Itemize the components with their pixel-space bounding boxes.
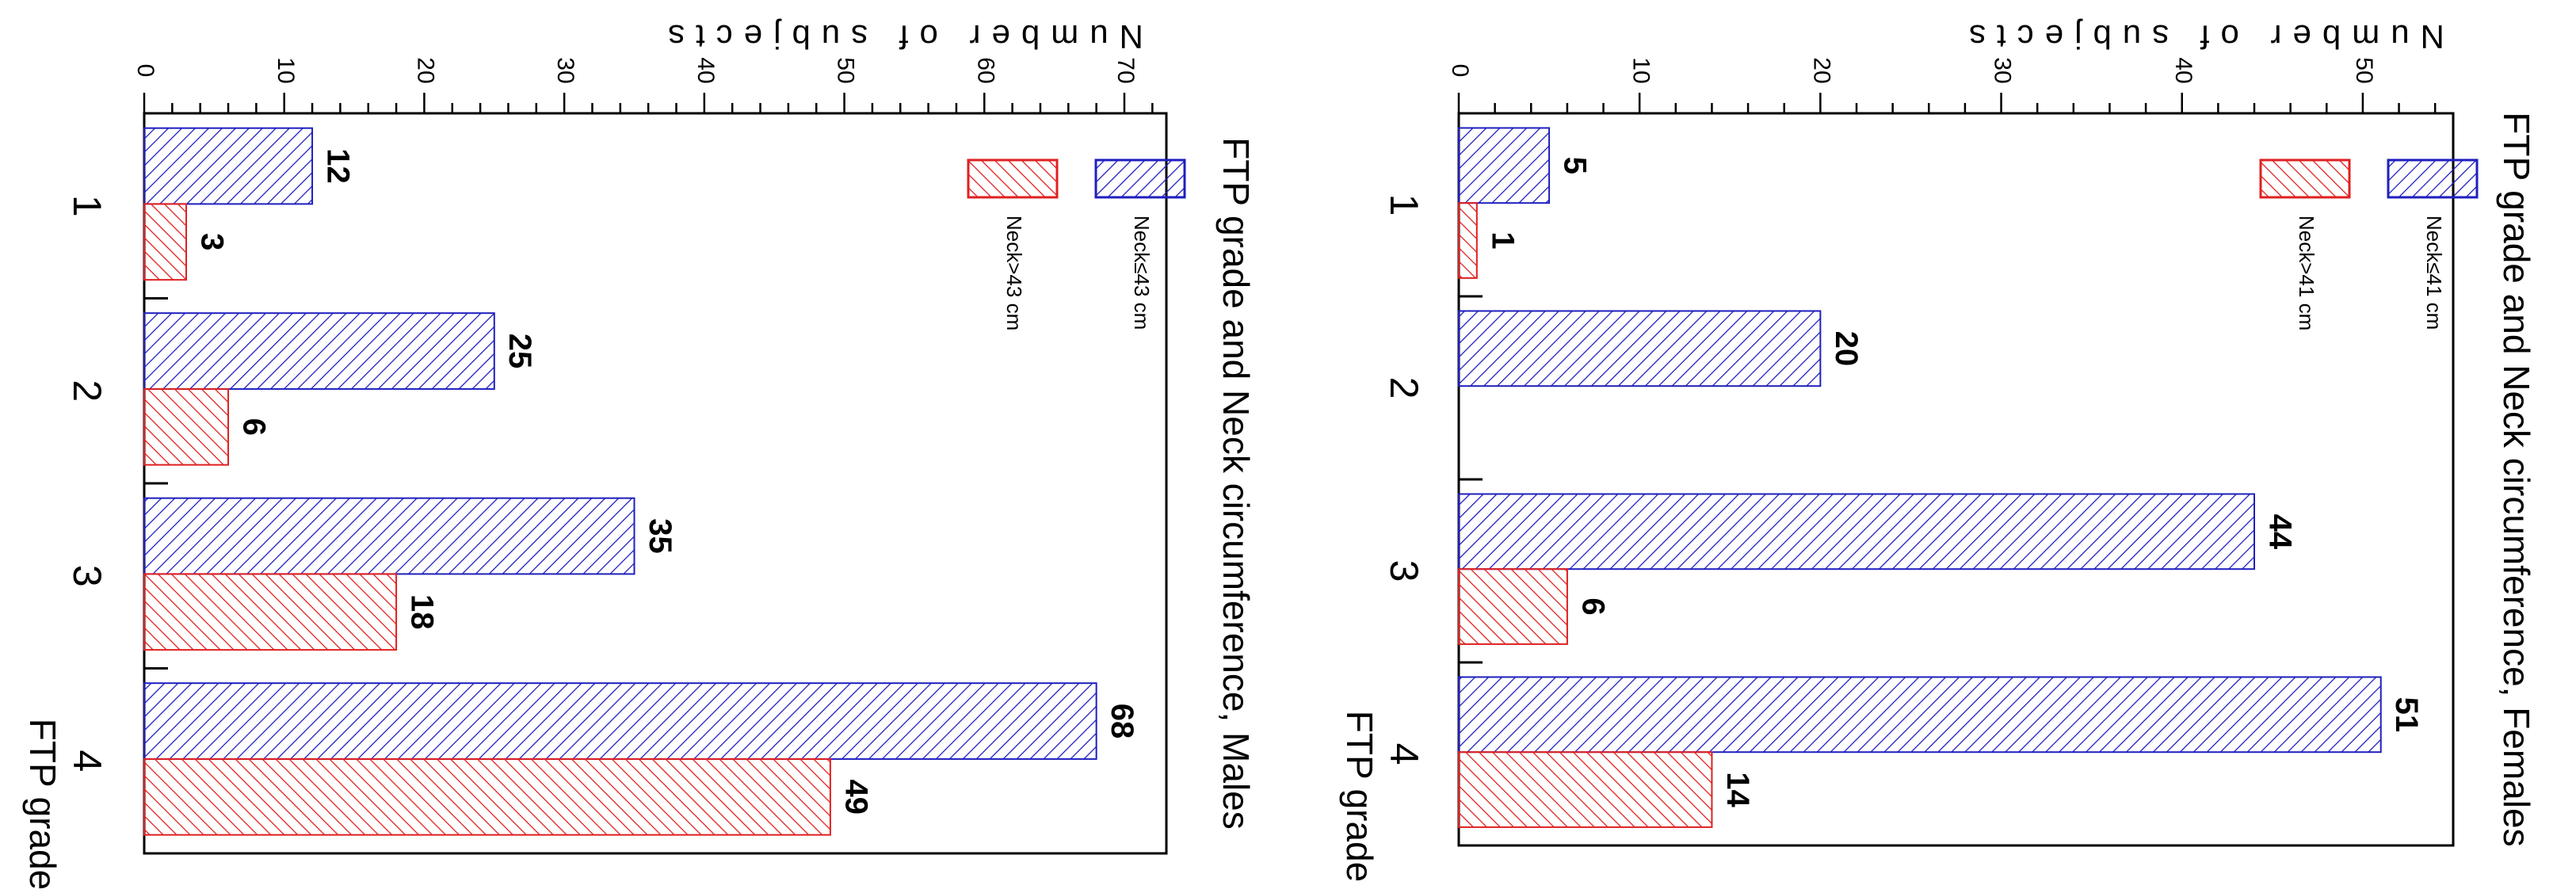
bar-value-label: 20: [1829, 331, 1864, 367]
value-tick-label: 50: [833, 57, 859, 83]
bar-blue: [143, 497, 635, 575]
category-label: 1: [1382, 194, 1426, 216]
legend-label: Neck>43 cm: [1002, 216, 1026, 330]
y-axis-label: Number of subjects: [657, 18, 1143, 55]
bar-red: [143, 387, 230, 466]
x-axis-label: FTP grade: [22, 719, 63, 889]
bar-blue: [1458, 676, 2382, 754]
bar-blue: [143, 682, 1097, 760]
legend-swatch-blue: [2387, 158, 2479, 199]
category-label: 4: [65, 750, 109, 772]
legend-label: Neck≤41 cm: [2422, 216, 2446, 330]
category-label: 2: [65, 380, 109, 402]
x-axis-label: FTP grade: [1339, 711, 1380, 882]
category-label: 3: [65, 565, 109, 587]
bar-value-label: 25: [502, 334, 537, 369]
chart-title: FTP grade and Neck circumference, Males: [1215, 137, 1257, 830]
bar-red: [143, 758, 831, 836]
bar-blue: [1458, 127, 1551, 204]
bar-blue: [143, 127, 314, 205]
bar-red: [143, 573, 398, 651]
legend-label: Neck≤43 cm: [1130, 216, 1154, 330]
bar-value-label: 51: [2389, 697, 2424, 733]
bar-value-label: 68: [1105, 704, 1139, 739]
legend-label: Neck>41 cm: [2295, 216, 2318, 330]
value-tick-label: 20: [1808, 57, 1834, 83]
value-tick-label: 30: [1990, 57, 2016, 83]
bar-value-label: 5: [1558, 157, 1593, 174]
category-label: 2: [1382, 377, 1426, 399]
bar-value-label: 49: [838, 780, 873, 815]
category-label: 4: [1382, 743, 1426, 765]
bar-value-label: 18: [405, 594, 440, 630]
value-tick-label: 0: [132, 64, 158, 78]
value-tick-label: 0: [1447, 64, 1473, 78]
value-tick-label: 40: [693, 57, 719, 83]
legend-swatch-blue: [1094, 158, 1186, 199]
bar-value-label: 44: [2262, 514, 2297, 550]
value-tick-label: 20: [413, 57, 439, 83]
value-tick-label: 70: [1112, 57, 1139, 83]
value-tick-label: 40: [2170, 57, 2196, 83]
bar-value-label: 3: [194, 233, 229, 250]
legend-swatch-red: [967, 158, 1059, 199]
value-tick-label: 60: [972, 57, 998, 83]
value-tick-label: 10: [1628, 57, 1654, 83]
bar-value-label: 35: [643, 518, 677, 554]
bar-red: [1458, 568, 1568, 645]
bar-blue: [143, 312, 495, 390]
bar-value-label: 6: [1575, 597, 1610, 615]
bar-blue: [1458, 493, 2255, 571]
bar-red: [143, 203, 188, 281]
bar-red: [1458, 751, 1713, 828]
y-axis-label: Number of subjects: [1958, 18, 2444, 55]
bar-value-label: 1: [1485, 231, 1520, 249]
bar-value-label: 12: [320, 148, 355, 184]
category-label: 1: [65, 195, 109, 217]
legend-swatch-red: [2259, 158, 2351, 199]
chart-title: FTP grade and Neck circumference, Female…: [2496, 112, 2537, 846]
value-tick-label: 10: [273, 57, 299, 83]
chart-0: 0 10 20 30 40 50 60 70 12 3 1 25 6 2 35 18 3 68 49 4 Number …: [22, 18, 1257, 890]
bar-red: [1458, 202, 1478, 279]
value-tick-label: 50: [2351, 57, 2377, 83]
bar-blue: [1458, 310, 1822, 387]
category-label: 3: [1382, 560, 1426, 582]
value-tick-label: 30: [552, 57, 578, 83]
bar-value-label: 14: [1720, 772, 1755, 807]
bar-value-label: 6: [236, 418, 271, 436]
